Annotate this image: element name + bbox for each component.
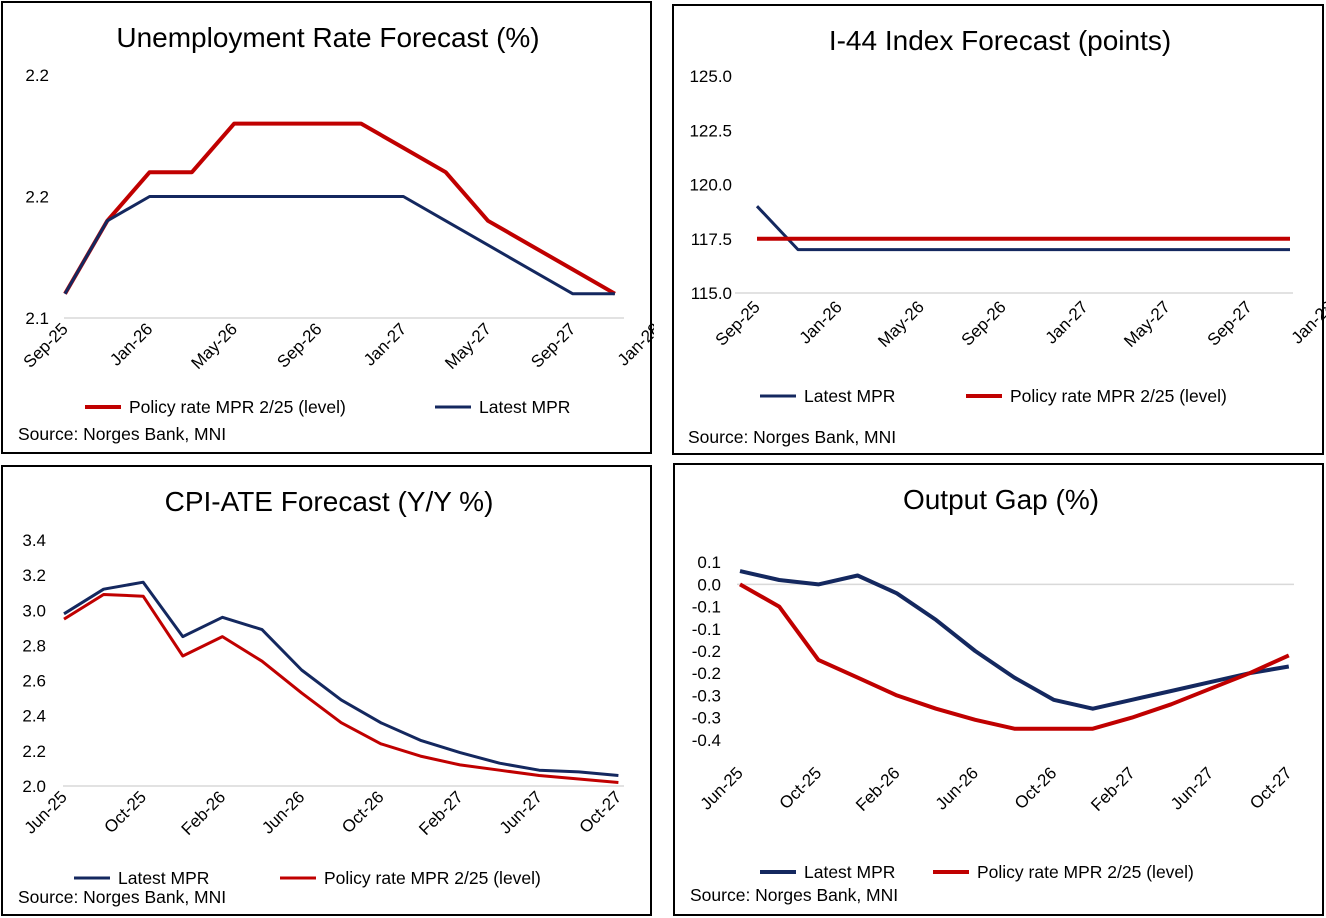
source-note: Source: Norges Bank, MNI bbox=[18, 887, 227, 907]
x-tick-label: Jun-26 bbox=[932, 763, 982, 813]
legend-label-policy: Policy rate MPR 2/25 (level) bbox=[324, 868, 541, 888]
y-tick-label: 3.2 bbox=[22, 566, 46, 585]
legend-label-policy: Policy rate MPR 2/25 (level) bbox=[977, 862, 1194, 882]
output-gap-chart-svg: Output Gap (%) -0.4 -0.3 -0.3 -0.2 -0.2 -0.1 -0… bbox=[692, 484, 1326, 882]
y-tick-label: -0.1 bbox=[692, 620, 721, 639]
legend-label-policy: Policy rate MPR 2/25 (level) bbox=[1010, 386, 1227, 406]
y-tick-label: 2.8 bbox=[22, 636, 46, 655]
x-tick-label: Oct-25 bbox=[776, 763, 826, 813]
y-tick-label: -0.4 bbox=[692, 731, 721, 750]
y-tick-label: 2.2 bbox=[25, 188, 49, 207]
x-tick-label: Jun-25 bbox=[697, 763, 747, 813]
legend-label-latest: Latest MPR bbox=[479, 397, 570, 417]
y-tick-label: -0.3 bbox=[692, 709, 721, 728]
series-line-policy bbox=[63, 121, 616, 296]
x-tick-label: Jan-26 bbox=[106, 319, 156, 369]
y-tick-label: 0.1 bbox=[697, 553, 721, 572]
chart-title: I-44 Index Forecast (points) bbox=[829, 25, 1171, 56]
series-line-policy bbox=[63, 593, 619, 784]
series-line-latest bbox=[63, 195, 615, 296]
y-tick-label: 2.0 bbox=[22, 777, 46, 796]
y-tick-label: 120.0 bbox=[689, 176, 732, 195]
legend-label-latest: Latest MPR bbox=[118, 868, 209, 888]
x-tick-label: May-27 bbox=[441, 319, 495, 373]
series-line-latest bbox=[755, 205, 1290, 252]
y-tick-label: 0.0 bbox=[697, 575, 721, 594]
i44-chart-svg: I-44 Index Forecast (points) 115.0 117.5 12… bbox=[689, 25, 1326, 406]
series-line-policy bbox=[739, 582, 1290, 731]
x-tick-label: Oct-25 bbox=[101, 787, 151, 837]
y-tick-label: 2.2 bbox=[22, 742, 46, 761]
series-line-latest bbox=[63, 580, 619, 777]
x-tick-label: Feb-28 bbox=[653, 787, 654, 839]
cpiate-chart-svg: CPI-ATE Forecast (Y/Y %) 2.0 2.2 2.4 2.6 2.8 3… bbox=[21, 486, 654, 888]
x-tick-label: Jan-27 bbox=[1042, 297, 1092, 347]
x-tick-label: Jan-26 bbox=[796, 297, 846, 347]
source-note: Source: Norges Bank, MNI bbox=[688, 427, 897, 447]
y-tick-label: 117.5 bbox=[691, 230, 732, 249]
y-tick-label: 2.2 bbox=[25, 66, 49, 85]
chart-panel-cpiate: CPI-ATE Forecast (Y/Y %) 2.0 2.2 2.4 2.6 2.8 3… bbox=[1, 465, 654, 916]
y-tick-label: -0.3 bbox=[692, 686, 721, 705]
x-tick-label: May-26 bbox=[874, 297, 928, 351]
x-tick-label: May-26 bbox=[188, 319, 242, 373]
y-tick-label: 122.5 bbox=[689, 121, 732, 140]
y-tick-label: 2.4 bbox=[22, 707, 46, 726]
x-tick-label: Jan-28 bbox=[614, 319, 654, 369]
unemployment-chart-svg: Unemployment Rate Forecast (%) 2.1 2.2 2.2 S… bbox=[20, 22, 654, 417]
legend-label-latest: Latest MPR bbox=[804, 386, 895, 406]
x-tick-label: Feb-27 bbox=[1087, 763, 1139, 815]
chart-title: Output Gap (%) bbox=[903, 484, 1099, 515]
x-tick-label: Sep-26 bbox=[958, 297, 1010, 349]
chart-title: Unemployment Rate Forecast (%) bbox=[116, 22, 539, 53]
chart-panel-i44: I-44 Index Forecast (points) 115.0 117.5 12… bbox=[672, 4, 1326, 455]
x-tick-label: Sep-26 bbox=[273, 319, 325, 371]
y-tick-label: 3.4 bbox=[22, 531, 46, 550]
x-tick-label: Oct-26 bbox=[338, 787, 388, 837]
x-tick-label: Jun-26 bbox=[258, 787, 308, 837]
x-tick-label: Oct-27 bbox=[1246, 763, 1296, 813]
y-tick-label: 115.0 bbox=[691, 284, 732, 303]
legend-label-policy: Policy rate MPR 2/25 (level) bbox=[129, 397, 346, 417]
chart-panel-unemployment: Unemployment Rate Forecast (%) 2.1 2.2 2.2 S… bbox=[1, 1, 654, 454]
x-tick-label: Sep-25 bbox=[712, 297, 764, 349]
chart-title: CPI-ATE Forecast (Y/Y %) bbox=[165, 486, 494, 517]
y-tick-label: -0.2 bbox=[692, 642, 721, 661]
y-tick-label: -0.1 bbox=[692, 598, 721, 617]
x-tick-label: Sep-27 bbox=[527, 319, 579, 371]
series-line-latest bbox=[739, 569, 1290, 711]
source-note: Source: Norges Bank, MNI bbox=[690, 885, 899, 905]
x-tick-label: Feb-28 bbox=[1322, 763, 1326, 815]
x-tick-label: Jan-28 bbox=[1288, 297, 1326, 347]
y-tick-label: -0.2 bbox=[692, 664, 721, 683]
x-tick-label: Jun-27 bbox=[1167, 763, 1217, 813]
x-tick-label: Feb-26 bbox=[852, 763, 904, 815]
legend-label-latest: Latest MPR bbox=[804, 862, 895, 882]
source-note: Source: Norges Bank, MNI bbox=[18, 424, 227, 444]
x-tick-label: Jun-27 bbox=[496, 787, 546, 837]
x-tick-label: Oct-27 bbox=[576, 787, 626, 837]
x-tick-label: Sep-27 bbox=[1204, 297, 1256, 349]
y-tick-label: 3.0 bbox=[22, 601, 46, 620]
y-tick-label: 2.6 bbox=[22, 672, 46, 691]
chart-panel-output-gap: Output Gap (%) -0.4 -0.3 -0.3 -0.2 -0.2 -0.1 -0… bbox=[673, 463, 1326, 916]
x-tick-label: Feb-26 bbox=[178, 787, 230, 839]
y-tick-label: 125.0 bbox=[689, 67, 732, 86]
y-tick-label: 2.1 bbox=[25, 309, 49, 328]
x-tick-label: May-27 bbox=[1120, 297, 1174, 351]
x-tick-label: Jan-27 bbox=[360, 319, 410, 369]
x-tick-label: Feb-27 bbox=[415, 787, 467, 839]
x-tick-label: Oct-26 bbox=[1011, 763, 1061, 813]
